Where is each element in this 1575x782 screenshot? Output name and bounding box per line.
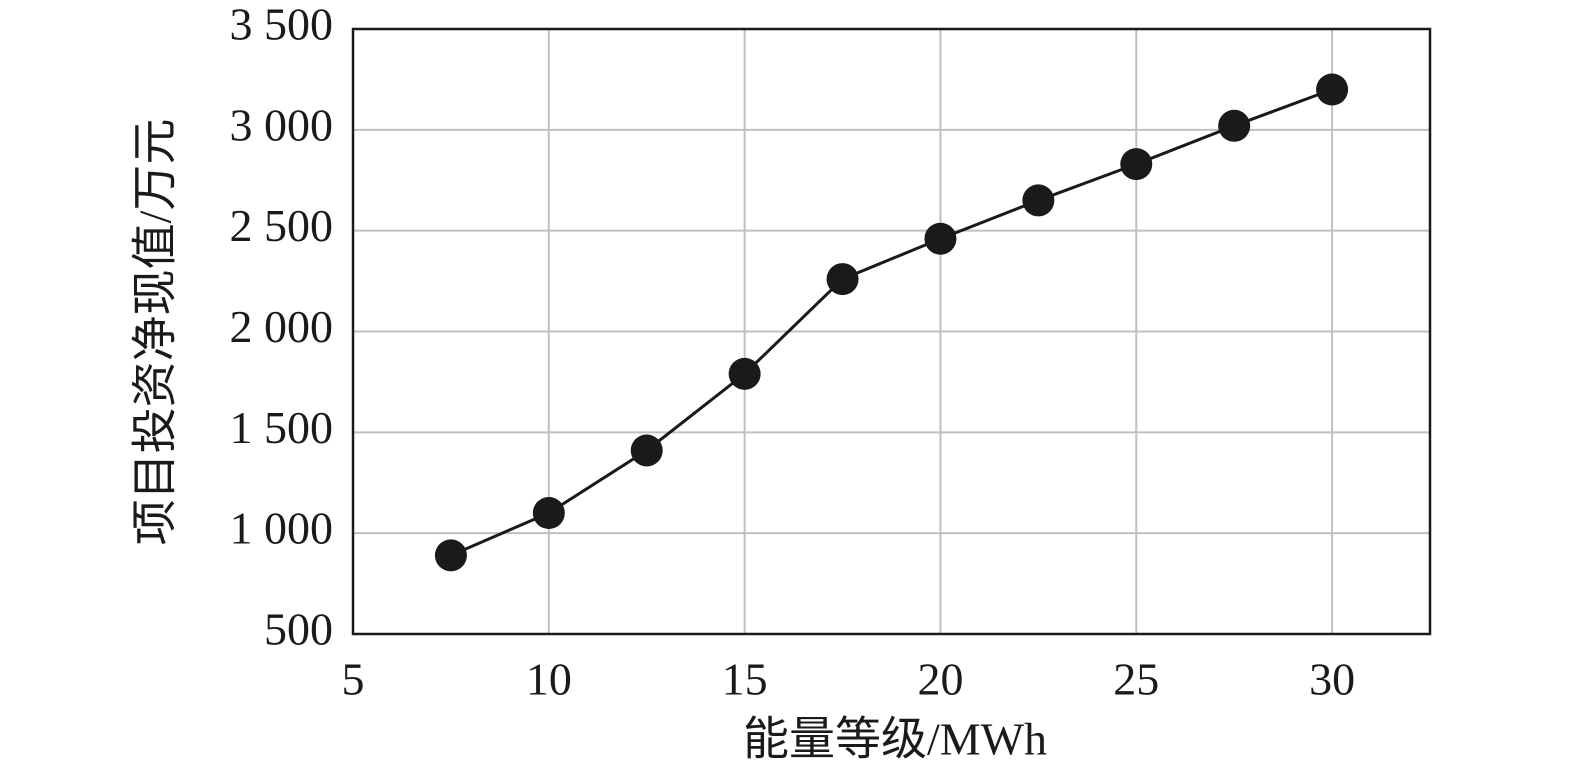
y-tick-label: 2 500: [230, 200, 334, 251]
y-tick-label: 3 500: [230, 0, 334, 50]
x-tick-label: 15: [722, 654, 768, 705]
x-tick-label: 5: [342, 654, 365, 705]
x-tick-label: 10: [526, 654, 572, 705]
data-point: [1022, 184, 1055, 217]
y-tick-label: 3 000: [230, 99, 334, 150]
data-point: [728, 357, 761, 390]
x-tick-label: 25: [1113, 654, 1159, 705]
x-axis-label: 能量等级/MWh: [743, 714, 1047, 765]
data-point: [434, 539, 467, 572]
y-tick-label: 1 000: [230, 503, 334, 554]
x-tick-label: 20: [917, 654, 963, 705]
data-point: [1218, 109, 1251, 142]
plot-frame: [351, 27, 1432, 636]
y-axis-label: 项目投资净现值/万元: [130, 119, 181, 546]
data-point: [826, 263, 859, 296]
x-tick-label: 30: [1309, 654, 1355, 705]
data-point: [1120, 148, 1153, 181]
data-point: [532, 497, 565, 529]
data-line: [450, 88, 1333, 557]
y-tick-label: 1 500: [230, 402, 334, 453]
data-point: [924, 222, 957, 255]
y-tick-label: 500: [264, 604, 333, 655]
data-point: [630, 434, 663, 467]
y-tick-label: 2 000: [230, 301, 334, 352]
data-point: [1316, 73, 1349, 106]
